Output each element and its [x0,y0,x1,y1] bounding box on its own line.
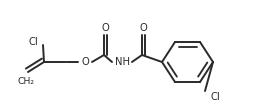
Text: Cl: Cl [28,37,38,47]
Text: O: O [139,23,147,33]
Text: O: O [81,57,89,67]
Text: Cl: Cl [210,92,220,102]
Text: CH₂: CH₂ [18,76,34,85]
Text: O: O [101,23,109,33]
Text: NH: NH [114,57,130,67]
